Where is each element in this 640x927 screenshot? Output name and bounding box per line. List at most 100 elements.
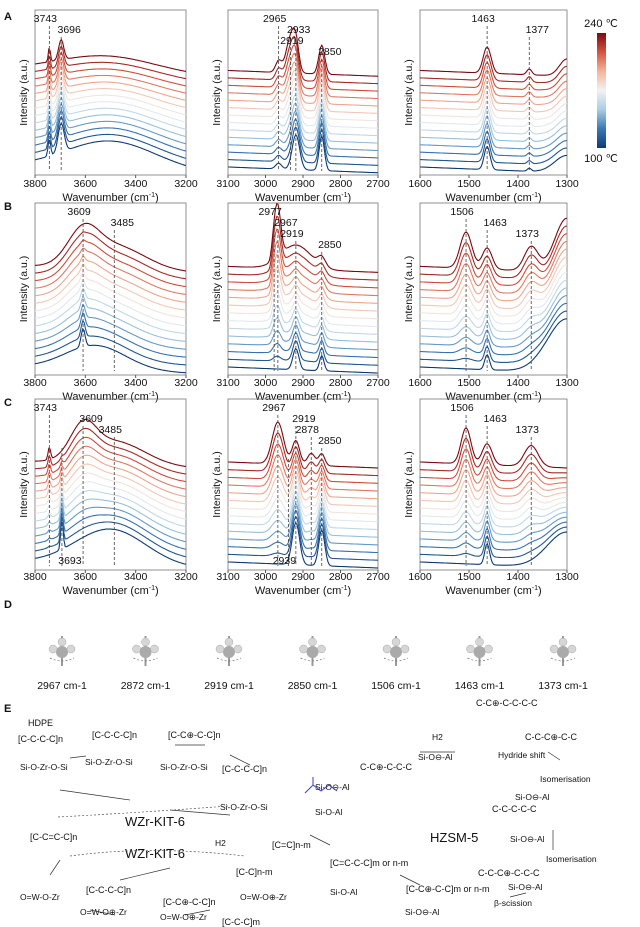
- spectrum-curve: [228, 202, 379, 273]
- spectrum-curve: [419, 248, 568, 302]
- x-tick-label: 3100: [216, 377, 240, 389]
- spectrum-curve: [420, 84, 568, 113]
- catalyst-site: Si-O⊖-Al: [405, 907, 440, 917]
- spectrum-curve: [419, 240, 568, 294]
- panel-label-D: D: [4, 599, 12, 611]
- peak-label: 3609: [67, 206, 91, 218]
- spectrum-curve: [228, 340, 379, 366]
- mode-wavenumber-label: 1463 cm-1: [455, 680, 505, 692]
- spectrum-curve: [227, 253, 379, 304]
- polymer-fragment: [C-C⊕-C-C]n: [168, 730, 221, 740]
- spectrum-panel-B-1: 3800 3600 3400 3200 Wavenumber (cm-1) Intensi…: [18, 202, 198, 403]
- y-axis-label: Intensity (a.u.): [211, 451, 223, 518]
- reaction-arrow: [59, 789, 131, 801]
- spectrum-curve: [419, 479, 567, 505]
- x-tick-label: 3600: [74, 178, 98, 190]
- spectrum-curve: [420, 77, 568, 106]
- mode-wavenumber-label: 2967 cm-1: [37, 680, 87, 692]
- spectrum-curve: [420, 256, 568, 309]
- peak-label: 2967: [262, 402, 286, 414]
- spectrum-curve: [420, 138, 568, 165]
- y-axis-label: Intensity (a.u.): [403, 59, 415, 126]
- spectrum-curve: [419, 504, 567, 528]
- spectrum-curve: [34, 263, 187, 311]
- spectrum-curve: [420, 310, 568, 363]
- polymer-fragment: [C-C-C-C]n: [18, 734, 63, 744]
- reaction-arrow: [399, 874, 421, 886]
- plot-frame: [34, 398, 187, 571]
- peak-label: 3743: [34, 402, 58, 414]
- panel-label-E: E: [4, 703, 11, 715]
- cycle-arrow: [57, 805, 229, 818]
- peak-label: 2850: [318, 46, 342, 58]
- spectrum-panel-B-2: 3100 3000 2900 2800 2700 Wavenumber (cm-1) Int…: [211, 202, 390, 403]
- catalyst-site: O=W-O⊕-Zr: [160, 912, 207, 922]
- catalyst-site: Si-O⊖-Al: [508, 882, 543, 892]
- vibration-mode-model: [48, 636, 76, 666]
- spectrum-curve: [228, 241, 378, 297]
- spectrum-curve: [228, 134, 379, 174]
- spectrum-curve: [34, 489, 187, 528]
- spectrum-curve: [228, 454, 378, 492]
- scheme-label: H2: [215, 838, 226, 848]
- spectrum-curve: [420, 233, 568, 286]
- reaction-arrow: [184, 909, 211, 916]
- catalyst-site: Si-O⊖-Al: [515, 792, 550, 802]
- panel-label-A: A: [4, 11, 12, 23]
- spectrum-panel-C-3: 1600 1500 1400 1300 Wavenumber (cm-1) Intensi…: [403, 398, 579, 597]
- spectrum-panel-C-2: 3100 3000 2900 2800 2700 Wavenumber (cm-1) Int…: [211, 398, 390, 597]
- spectrum-curve: [228, 522, 379, 569]
- spectrum-curve: [228, 304, 378, 335]
- peak-label: 3485: [111, 217, 135, 229]
- x-tick-label: 3000: [254, 178, 278, 190]
- spectrum-curve: [34, 102, 187, 145]
- spectrum-curve: [34, 514, 187, 558]
- spectrum-curve: [34, 454, 187, 498]
- spectrum-curve: [420, 46, 568, 76]
- spectrum-curve: [227, 348, 378, 374]
- spectrum-curve: [227, 316, 379, 343]
- x-tick-label: 3400: [124, 571, 148, 583]
- y-axis-label: Intensity (a.u.): [18, 256, 30, 323]
- peak-label: 1377: [526, 24, 550, 36]
- spectrum-curve: [420, 115, 567, 142]
- spectrum-curve: [420, 54, 568, 84]
- reaction-arrow: [49, 859, 61, 876]
- spectrum-curve: [419, 496, 567, 520]
- spectrum-curve: [419, 264, 568, 317]
- spectrum-curve: [34, 463, 187, 505]
- peak-label: 1506: [450, 206, 474, 218]
- spectrum-curve: [34, 445, 187, 490]
- x-tick-label: 1500: [457, 178, 481, 190]
- spectrum-curve: [34, 418, 187, 468]
- y-axis-label: Intensity (a.u.): [211, 256, 223, 323]
- catalyst-site: O=W-O⊕-Zr: [240, 892, 287, 902]
- spectrum-curve: [228, 126, 378, 166]
- x-axis-label: Wavenumber (cm-1): [255, 585, 351, 597]
- peak-label: 1463: [483, 413, 507, 425]
- spectrum-curve: [34, 57, 187, 94]
- spectrum-curve: [420, 427, 567, 469]
- spectrum-curve: [419, 511, 567, 536]
- spectrum-curve: [227, 503, 378, 546]
- polymer-fragment: C-C⊕-C-C-C: [360, 762, 413, 772]
- spectrum-curve: [227, 484, 378, 523]
- spectrum-curve: [34, 427, 187, 475]
- temperature-colorbar: [597, 33, 606, 148]
- spectrum-curve: [34, 96, 187, 138]
- spectrum-curve: [34, 239, 187, 288]
- peak-label: 1506: [450, 402, 474, 414]
- spectrum-curve: [228, 52, 378, 100]
- spectrum-curve: [419, 225, 568, 279]
- peak-label: 2850: [318, 239, 342, 251]
- spectrum-curve: [34, 89, 187, 130]
- spectrum-panel-C-1: 3800 3600 3400 3200 Wavenumber (cm-1) Intensi…: [18, 398, 198, 597]
- vibration-mode-model: [299, 636, 326, 666]
- spectrum-curve: [419, 526, 568, 559]
- spectrum-curve: [34, 64, 187, 101]
- x-tick-label: 1300: [555, 178, 579, 190]
- polymer-fragment: [C-C⊕-C-C]n: [163, 897, 216, 907]
- x-tick-label: 3400: [124, 178, 148, 190]
- peak-label: 2967: [274, 217, 298, 229]
- scheme-label: H2: [432, 732, 443, 742]
